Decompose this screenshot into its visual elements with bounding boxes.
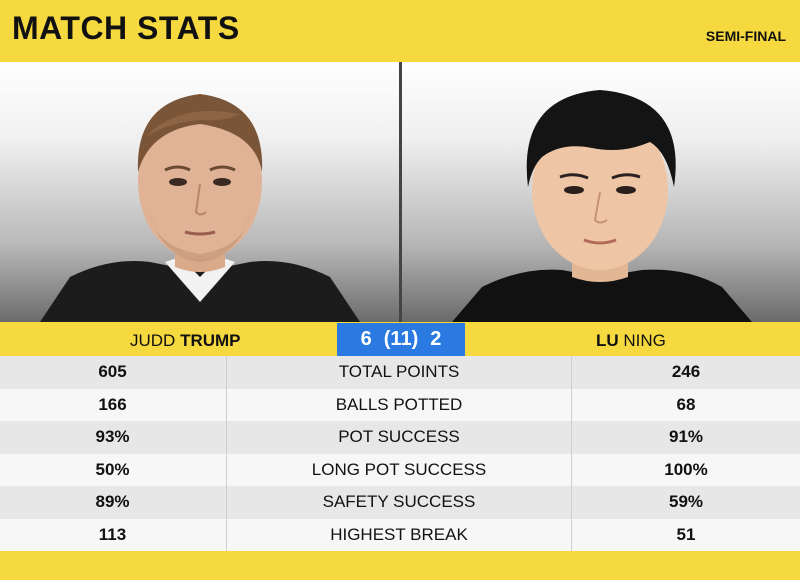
stat-label: TOTAL POINTS xyxy=(338,362,460,382)
stat-right-value: 59% xyxy=(668,492,704,512)
stat-row: 50% LONG POT SUCCESS 100% xyxy=(0,453,800,486)
stat-label: SAFETY SUCCESS xyxy=(322,492,476,512)
player-left-photo xyxy=(0,62,399,322)
player-right-last-name: LU xyxy=(596,331,619,350)
stat-right-value: 68 xyxy=(676,394,696,414)
stat-right-value: 51 xyxy=(676,524,696,544)
stat-left-value: 113 xyxy=(98,524,127,544)
stat-row: 166 BALLS POTTED 68 xyxy=(0,388,800,421)
score-right: 2 xyxy=(430,328,442,350)
player-left-last-name: TRUMP xyxy=(180,331,241,350)
table-divider-right xyxy=(571,356,572,551)
stat-label: BALLS POTTED xyxy=(335,394,463,414)
stat-right-value: 246 xyxy=(671,362,701,382)
table-divider-left xyxy=(226,356,227,551)
stat-right-value: 91% xyxy=(668,427,704,447)
stat-left-value: 93% xyxy=(95,427,130,447)
stat-label: POT SUCCESS xyxy=(338,427,460,447)
stat-left-value: 50% xyxy=(95,459,130,479)
stat-left-value: 89% xyxy=(95,492,130,512)
photo-divider xyxy=(399,62,402,322)
player-right-first-name: NING xyxy=(623,331,666,350)
stat-right-value: 100% xyxy=(664,459,708,479)
stat-left-value: 605 xyxy=(98,362,127,382)
round-label: SEMI-FINAL xyxy=(705,28,786,44)
match-score: 6 (11) 2 xyxy=(337,323,465,356)
score-left: 6 xyxy=(360,328,372,350)
player-photos xyxy=(0,62,800,322)
score-best-of: (11) xyxy=(383,328,419,350)
stats-table: 605 TOTAL POINTS 246 166 BALLS POTTED 68… xyxy=(0,356,800,551)
stat-row: 93% POT SUCCESS 91% xyxy=(0,421,800,454)
stat-row: 89% SAFETY SUCCESS 59% xyxy=(0,486,800,519)
player-right-portrait xyxy=(452,90,752,322)
stat-label: LONG POT SUCCESS xyxy=(311,459,487,479)
footer-bar xyxy=(0,551,800,580)
header-bar: MATCH STATS SEMI-FINAL xyxy=(0,0,800,62)
stat-row: 605 TOTAL POINTS 246 xyxy=(0,356,800,389)
player-left-name: JUDD TRUMP xyxy=(130,331,241,351)
player-left-first-name: JUDD xyxy=(130,331,176,350)
stat-row: 113 HIGHEST BREAK 51 xyxy=(0,518,800,551)
player-left-portrait xyxy=(40,94,360,322)
stat-left-value: 166 xyxy=(98,394,127,414)
player-right-name: LU NING xyxy=(596,331,666,351)
stat-label: HIGHEST BREAK xyxy=(330,524,468,544)
player-right-photo xyxy=(402,62,800,322)
page-title: MATCH STATS xyxy=(12,10,240,46)
